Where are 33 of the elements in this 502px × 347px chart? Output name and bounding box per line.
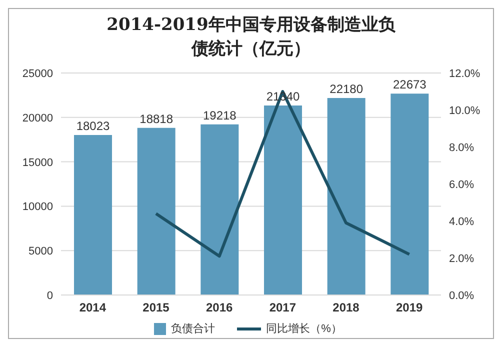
bar — [137, 128, 176, 295]
data-label: 18023 — [76, 118, 110, 133]
y-tick-label: 15000 — [22, 156, 53, 169]
y2-tick-label: 0.0% — [449, 290, 474, 302]
bar — [264, 106, 302, 295]
legend-label: 负债合计 — [171, 322, 216, 336]
data-label: 22673 — [392, 78, 427, 92]
y2-tick-label: 12.0% — [449, 68, 480, 80]
x-tick-label: 2018 — [332, 300, 360, 315]
data-label: 22180 — [330, 82, 364, 96]
y-tick-label: 25000 — [22, 68, 53, 80]
y-tick-label: 20000 — [22, 112, 53, 124]
bar — [390, 94, 429, 295]
y2-tick-label: 2.0% — [449, 252, 474, 265]
data-label: 19218 — [202, 108, 237, 122]
bar — [327, 98, 366, 295]
y-tick-label: 5000 — [28, 246, 53, 258]
x-tick-label: 2017 — [269, 300, 296, 315]
chart-title: 2014-2019年中国专用设备制造业负债统计（亿元） — [106, 14, 396, 61]
x-tick-label: 2016 — [206, 300, 234, 315]
y2-tick-label: 4.0% — [449, 216, 474, 228]
x-tick-label: 2015 — [142, 300, 170, 315]
data-label: 18818 — [140, 112, 174, 126]
y2-tick-label: 10.0% — [449, 104, 480, 117]
x-tick-label: 2019 — [396, 300, 424, 315]
x-tick-label: 2014 — [79, 300, 106, 315]
y2-tick-label: 8.0% — [449, 142, 474, 154]
y-tick-label: 0 — [46, 290, 53, 302]
y2-tick-label: 6.0% — [449, 178, 474, 191]
legend-label: 同比增长（%） — [266, 322, 342, 336]
bar — [74, 134, 112, 295]
y-tick-label: 10000 — [22, 201, 53, 214]
bar — [200, 124, 239, 295]
